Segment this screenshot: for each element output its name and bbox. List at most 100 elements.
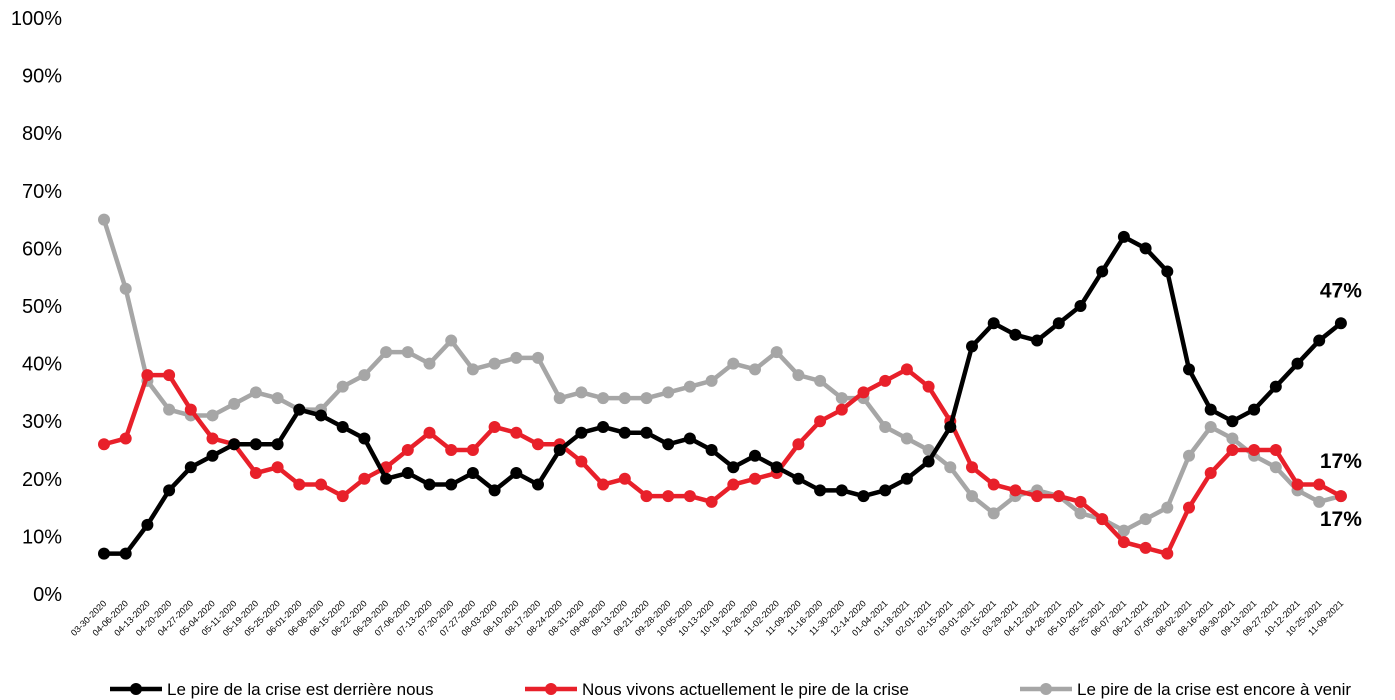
legend-marker [130, 683, 142, 695]
data-point [619, 427, 631, 439]
data-point [814, 484, 826, 496]
data-point [1183, 450, 1195, 462]
data-point [684, 490, 696, 502]
data-point [424, 427, 436, 439]
data-point [141, 369, 153, 381]
legend-item: Le pire de la crise est encore à venir [1020, 680, 1351, 699]
data-point [272, 461, 284, 473]
data-point [1226, 432, 1238, 444]
legend-label: Le pire de la crise est encore à venir [1077, 680, 1351, 699]
data-point [641, 427, 653, 439]
data-point [358, 432, 370, 444]
data-point [879, 375, 891, 387]
data-point [532, 352, 544, 364]
data-point [901, 473, 913, 485]
data-point [272, 392, 284, 404]
data-point [228, 398, 240, 410]
legend-marker [545, 683, 557, 695]
y-axis: 0% 10% 20% 30% 40% 50% 60% 70% 80% 90% 100% [11, 8, 62, 606]
data-point [1226, 415, 1238, 427]
data-point [836, 392, 848, 404]
data-point [901, 363, 913, 375]
y-tick-label: 0% [33, 584, 62, 606]
y-tick-label: 60% [22, 238, 62, 260]
data-point [445, 335, 457, 347]
data-point [1335, 317, 1347, 329]
data-point [185, 404, 197, 416]
data-point [1140, 513, 1152, 525]
data-point [923, 381, 935, 393]
data-point [554, 444, 566, 456]
legend-marker [1040, 683, 1052, 695]
data-point [771, 461, 783, 473]
data-point [1118, 536, 1130, 548]
data-point [814, 415, 826, 427]
data-point [272, 438, 284, 450]
data-point [575, 386, 587, 398]
legend-item: Nous vivons actuellement le pire de la c… [525, 680, 909, 699]
y-tick-label: 50% [22, 296, 62, 318]
data-point [727, 358, 739, 370]
data-point [445, 444, 457, 456]
y-tick-label: 40% [22, 354, 62, 376]
series-end-label: 47% [1320, 279, 1362, 302]
data-point [467, 363, 479, 375]
legend-item: Le pire de la crise est derrière nous [110, 680, 433, 699]
data-point [836, 404, 848, 416]
legend: Le pire de la crise est derrière nous Nou… [110, 680, 1351, 699]
data-point [1161, 265, 1173, 277]
data-point [879, 484, 891, 496]
data-point [1031, 490, 1043, 502]
data-point [749, 363, 761, 375]
data-point [641, 490, 653, 502]
data-point [120, 548, 132, 560]
data-point [467, 467, 479, 479]
data-point [163, 484, 175, 496]
data-point [1292, 479, 1304, 491]
data-point [727, 461, 739, 473]
data-point [662, 490, 674, 502]
data-point [1226, 444, 1238, 456]
legend-label: Le pire de la crise est derrière nous [167, 680, 433, 699]
data-point [966, 490, 978, 502]
data-point [1205, 404, 1217, 416]
data-point [1183, 363, 1195, 375]
data-point [185, 461, 197, 473]
data-point [510, 427, 522, 439]
data-point [207, 450, 219, 462]
data-point [337, 490, 349, 502]
data-point [749, 473, 761, 485]
data-point [489, 358, 501, 370]
data-point [923, 456, 935, 468]
data-point [792, 473, 804, 485]
data-point [771, 346, 783, 358]
series-end-label: 17% [1320, 450, 1362, 473]
data-point [293, 479, 305, 491]
legend-label: Nous vivons actuellement le pire de la c… [582, 680, 909, 699]
data-point [1053, 317, 1065, 329]
data-point [1161, 548, 1173, 560]
data-point [1075, 507, 1087, 519]
data-point [1140, 242, 1152, 254]
data-point [1248, 404, 1260, 416]
data-point [250, 467, 262, 479]
data-point [1205, 467, 1217, 479]
y-tick-label: 20% [22, 469, 62, 491]
data-point [597, 479, 609, 491]
data-point [489, 484, 501, 496]
data-point [1096, 265, 1108, 277]
data-point [814, 375, 826, 387]
data-point [792, 438, 804, 450]
data-point [120, 432, 132, 444]
data-point [337, 381, 349, 393]
data-point [575, 427, 587, 439]
series-line [104, 220, 1341, 531]
data-point [619, 392, 631, 404]
data-point [532, 438, 544, 450]
data-point [706, 496, 718, 508]
y-tick-label: 70% [22, 181, 62, 203]
data-point [380, 346, 392, 358]
data-point [532, 479, 544, 491]
y-tick-label: 10% [22, 526, 62, 548]
data-point [901, 432, 913, 444]
